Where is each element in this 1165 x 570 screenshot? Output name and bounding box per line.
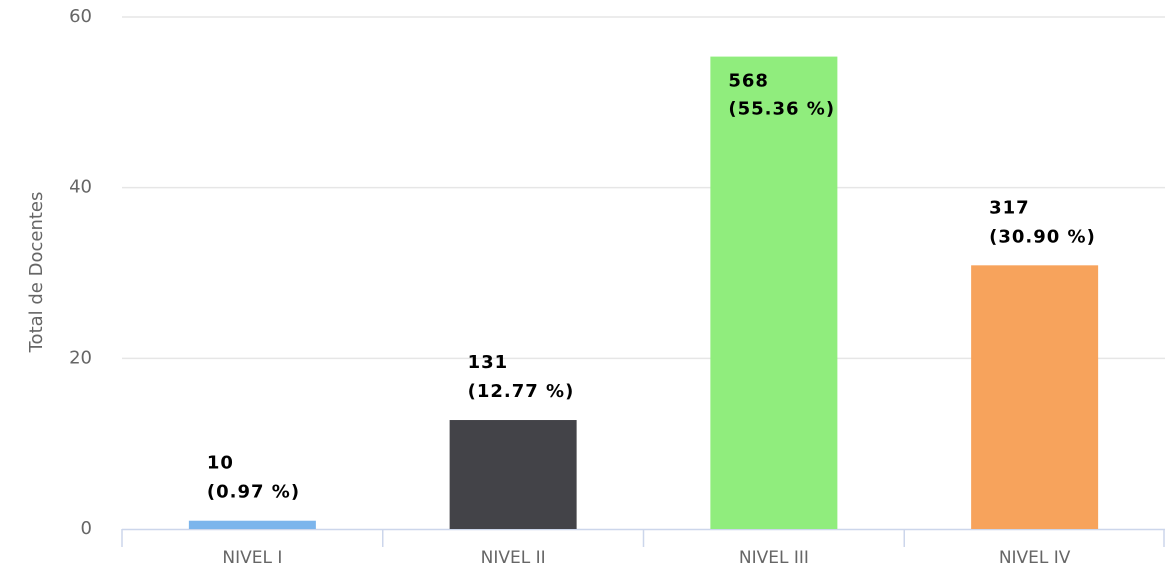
data-label-percent: (55.36 %)	[728, 99, 835, 120]
data-label-percent: (12.77 %)	[468, 381, 575, 402]
bar	[188, 520, 316, 529]
y-tick-label: 40	[69, 177, 92, 198]
data-label-percent: (0.97 %)	[207, 482, 300, 503]
x-tick-label: NIVEL III	[739, 548, 809, 568]
bar	[971, 265, 1099, 529]
data-label-count: 568	[728, 71, 769, 92]
x-tick-label: NIVEL IV	[999, 548, 1071, 568]
y-axis-title: Total de Docentes	[26, 192, 47, 354]
y-tick-label: 20	[69, 347, 92, 368]
bar	[710, 56, 838, 529]
data-label-percent: (30.90 %)	[989, 226, 1096, 247]
data-label-count: 131	[468, 352, 509, 373]
x-tick-label: NIVEL I	[222, 548, 282, 568]
bar	[449, 420, 577, 529]
y-tick-label: 60	[69, 6, 92, 27]
data-label-count: 317	[989, 197, 1030, 218]
data-label-count: 10	[207, 453, 234, 474]
x-tick-label: NIVEL II	[481, 548, 546, 568]
y-tick-label: 0	[81, 518, 92, 539]
